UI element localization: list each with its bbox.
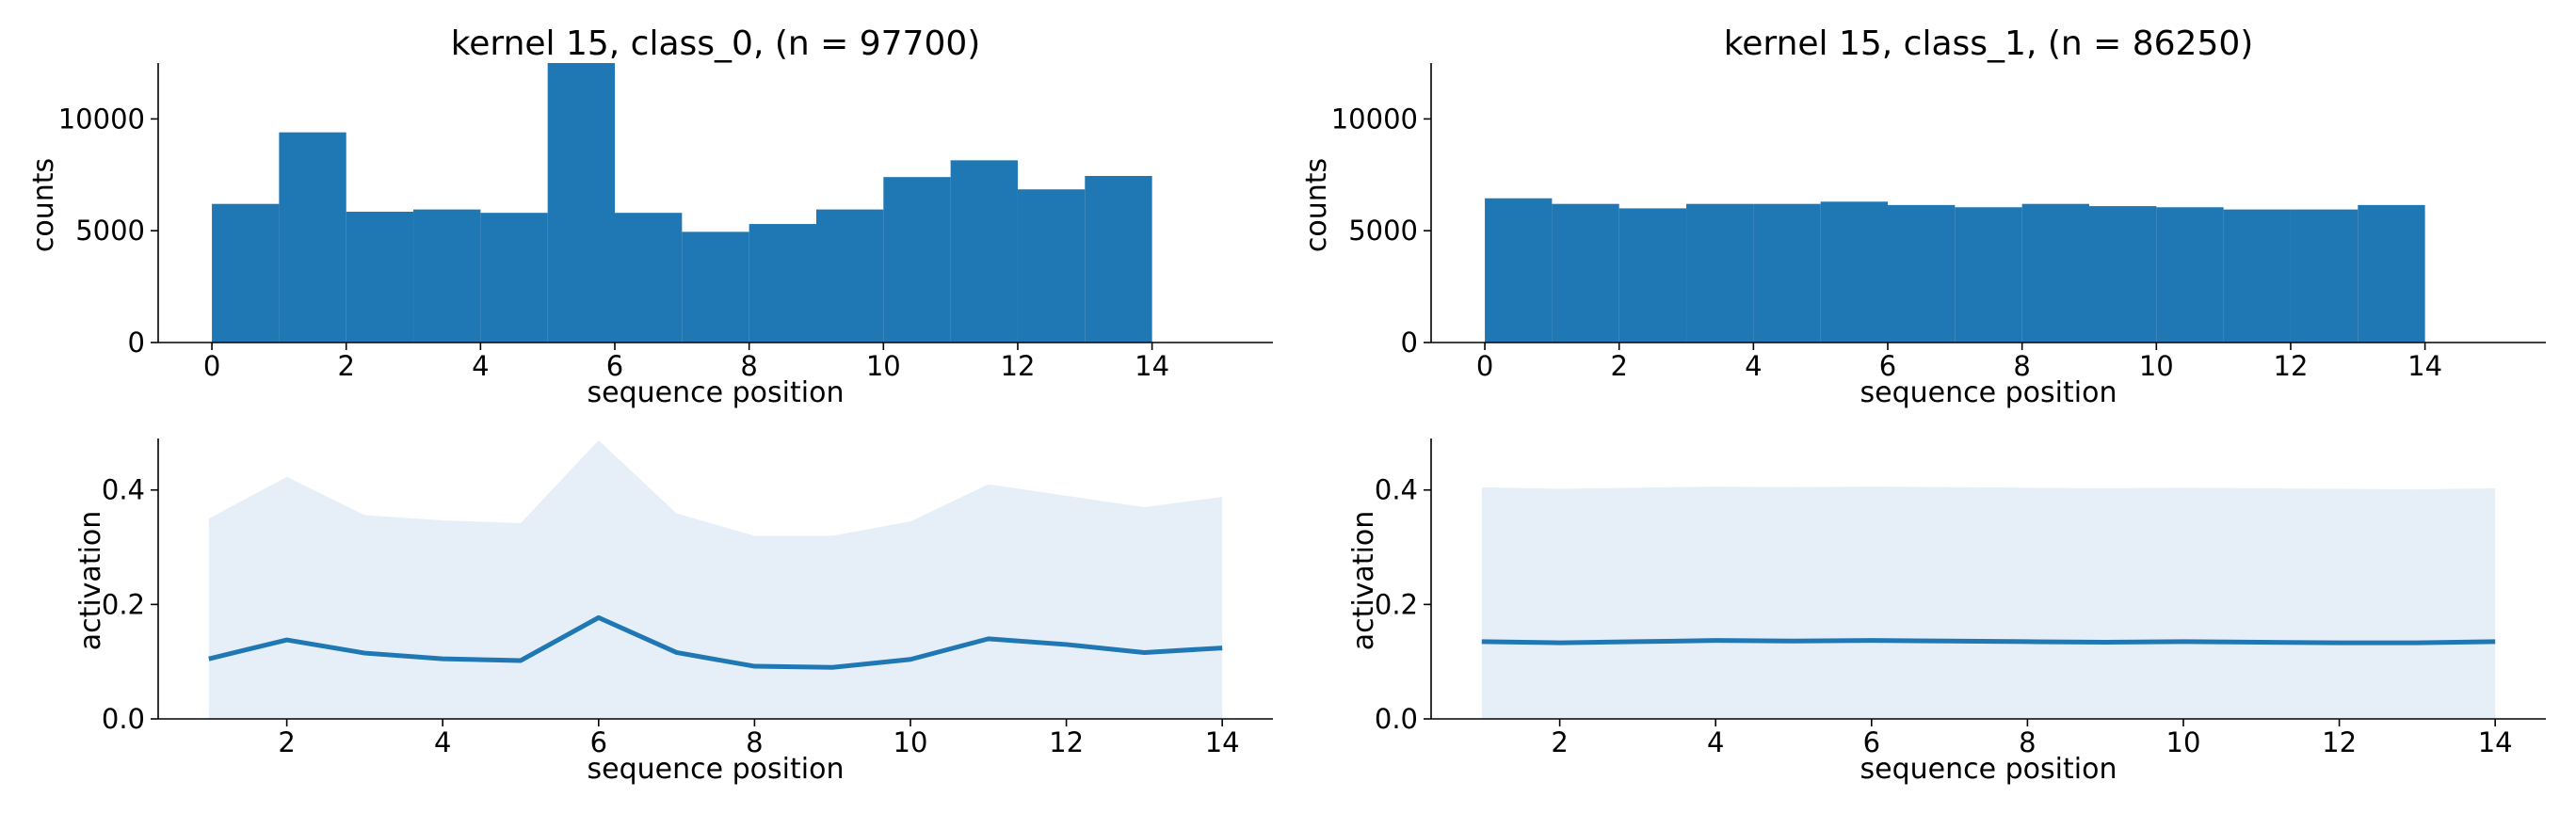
x-tick-label: 8	[2013, 350, 2030, 382]
histogram-class-0-panel: kernel 15, class_0, (n = 97700) 0 2 4 6 8 10 1…	[27, 24, 1273, 409]
x-tick-label: 4	[434, 726, 451, 758]
y-tick-label: 5000	[75, 215, 145, 247]
bar	[682, 231, 749, 343]
x-tick-label: 4	[1707, 726, 1724, 758]
x-tick-label: 6	[1879, 350, 1896, 382]
x-tick-label: 12	[2274, 350, 2309, 382]
x-tick-label: 4	[1745, 350, 1762, 382]
axes: 2 4 6 8 10 12 14 0.0 0.2 0.4	[102, 438, 1273, 758]
x-tick-label: 2	[337, 350, 354, 382]
x-axis-label: sequence position	[1860, 376, 2117, 409]
x-tick-label: 12	[2322, 726, 2357, 758]
bar	[279, 132, 346, 343]
y-tick-label: 10000	[1331, 103, 1418, 135]
y-tick-label: 0.2	[102, 588, 145, 620]
activation-class-0-panel: 2 4 6 8 10 12 14 0.0 0.2 0.4 sequence position ac…	[74, 438, 1273, 786]
bar	[480, 213, 548, 343]
bar	[1753, 203, 1821, 343]
x-tick-label: 10	[2166, 726, 2201, 758]
bar	[615, 213, 683, 343]
bar	[2021, 203, 2089, 343]
axes: 0 2 4 6 8 10 12 14 0 5000 10000	[58, 63, 1273, 382]
bar	[346, 212, 414, 343]
x-axis-label: sequence position	[1860, 753, 2117, 786]
x-tick-label: 0	[203, 350, 220, 382]
x-axis-label: sequence position	[588, 753, 845, 786]
bar	[2358, 204, 2425, 343]
y-tick-label: 0.2	[1375, 588, 1418, 620]
x-tick-label: 12	[1049, 726, 1084, 758]
series-line	[1481, 638, 2496, 646]
x-tick-label: 10	[894, 726, 928, 758]
bar	[2156, 207, 2224, 343]
x-tick-label: 2	[278, 726, 295, 758]
x-tick-label: 14	[1205, 726, 1240, 758]
x-tick-label: 6	[590, 726, 607, 758]
bar	[1686, 203, 1754, 343]
bar	[2223, 209, 2291, 343]
bar	[883, 177, 951, 343]
y-tick-label: 0.0	[102, 703, 145, 735]
bar	[1017, 189, 1086, 343]
bar	[749, 224, 816, 343]
y-tick-label: 10000	[58, 103, 145, 135]
x-tick-label: 10	[866, 350, 901, 382]
bar	[547, 63, 616, 343]
series-line	[208, 614, 1223, 670]
band-area	[208, 439, 1223, 719]
histogram-bars	[1485, 198, 2425, 343]
x-tick-label: 2	[1551, 726, 1568, 758]
x-tick-label: 4	[472, 350, 489, 382]
x-tick-label: 0	[1476, 350, 1493, 382]
bar	[950, 160, 1018, 343]
bar	[1955, 207, 2022, 343]
activation-plot	[208, 439, 1223, 719]
chart-title: kernel 15, class_1, (n = 86250)	[1724, 24, 2254, 63]
bar	[1820, 201, 1889, 343]
y-tick-label: 0	[1401, 327, 1418, 359]
y-tick-label: 5000	[1348, 215, 1418, 247]
bar	[212, 203, 280, 343]
x-tick-label: 8	[746, 726, 763, 758]
bar	[1085, 175, 1152, 343]
x-tick-label: 14	[1135, 350, 1169, 382]
axes: 0 2 4 6 8 10 12 14 0 5000 10000	[1331, 63, 2546, 382]
band-area	[1481, 486, 2496, 719]
bar	[413, 209, 481, 343]
x-tick-label: 2	[1610, 350, 1627, 382]
x-tick-label: 8	[740, 350, 757, 382]
y-tick-label: 0.4	[102, 474, 145, 506]
activation-class-1-panel: 2 4 6 8 10 12 14 0.0 0.2 0.4 sequence position ac…	[1347, 438, 2546, 786]
x-tick-label: 14	[2478, 726, 2513, 758]
histogram-class-1-panel: kernel 15, class_1, (n = 86250) 0 2 4 6 8 10 1…	[1300, 24, 2546, 409]
x-tick-label: 6	[606, 350, 623, 382]
bar	[1618, 208, 1687, 343]
bar	[1485, 198, 1553, 343]
y-axis-label: counts	[27, 158, 60, 252]
y-tick-label: 0	[128, 327, 145, 359]
bar	[815, 209, 884, 343]
axes: 2 4 6 8 10 12 14 0.0 0.2 0.4	[1375, 438, 2546, 758]
x-tick-label: 12	[1001, 350, 1036, 382]
bar	[2290, 209, 2359, 343]
x-tick-label: 10	[2139, 350, 2174, 382]
bar	[1552, 203, 1619, 343]
histogram-bars	[212, 63, 1152, 343]
x-tick-label: 6	[1863, 726, 1880, 758]
x-tick-label: 8	[2019, 726, 2036, 758]
chart-title: kernel 15, class_0, (n = 97700)	[451, 24, 981, 63]
activation-plot	[1481, 486, 2496, 719]
y-tick-label: 0.0	[1375, 703, 1418, 735]
y-axis-label: counts	[1300, 158, 1333, 252]
y-tick-label: 0.4	[1375, 474, 1418, 506]
bar	[1888, 204, 1956, 343]
y-axis-label: activation	[1347, 511, 1380, 651]
y-axis-label: activation	[74, 511, 107, 651]
x-tick-label: 14	[2407, 350, 2442, 382]
bar	[2088, 206, 2157, 343]
x-axis-label: sequence position	[588, 376, 845, 409]
